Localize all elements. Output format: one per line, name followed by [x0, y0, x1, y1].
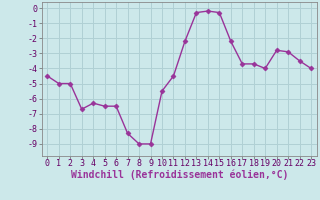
X-axis label: Windchill (Refroidissement éolien,°C): Windchill (Refroidissement éolien,°C)	[70, 169, 288, 180]
